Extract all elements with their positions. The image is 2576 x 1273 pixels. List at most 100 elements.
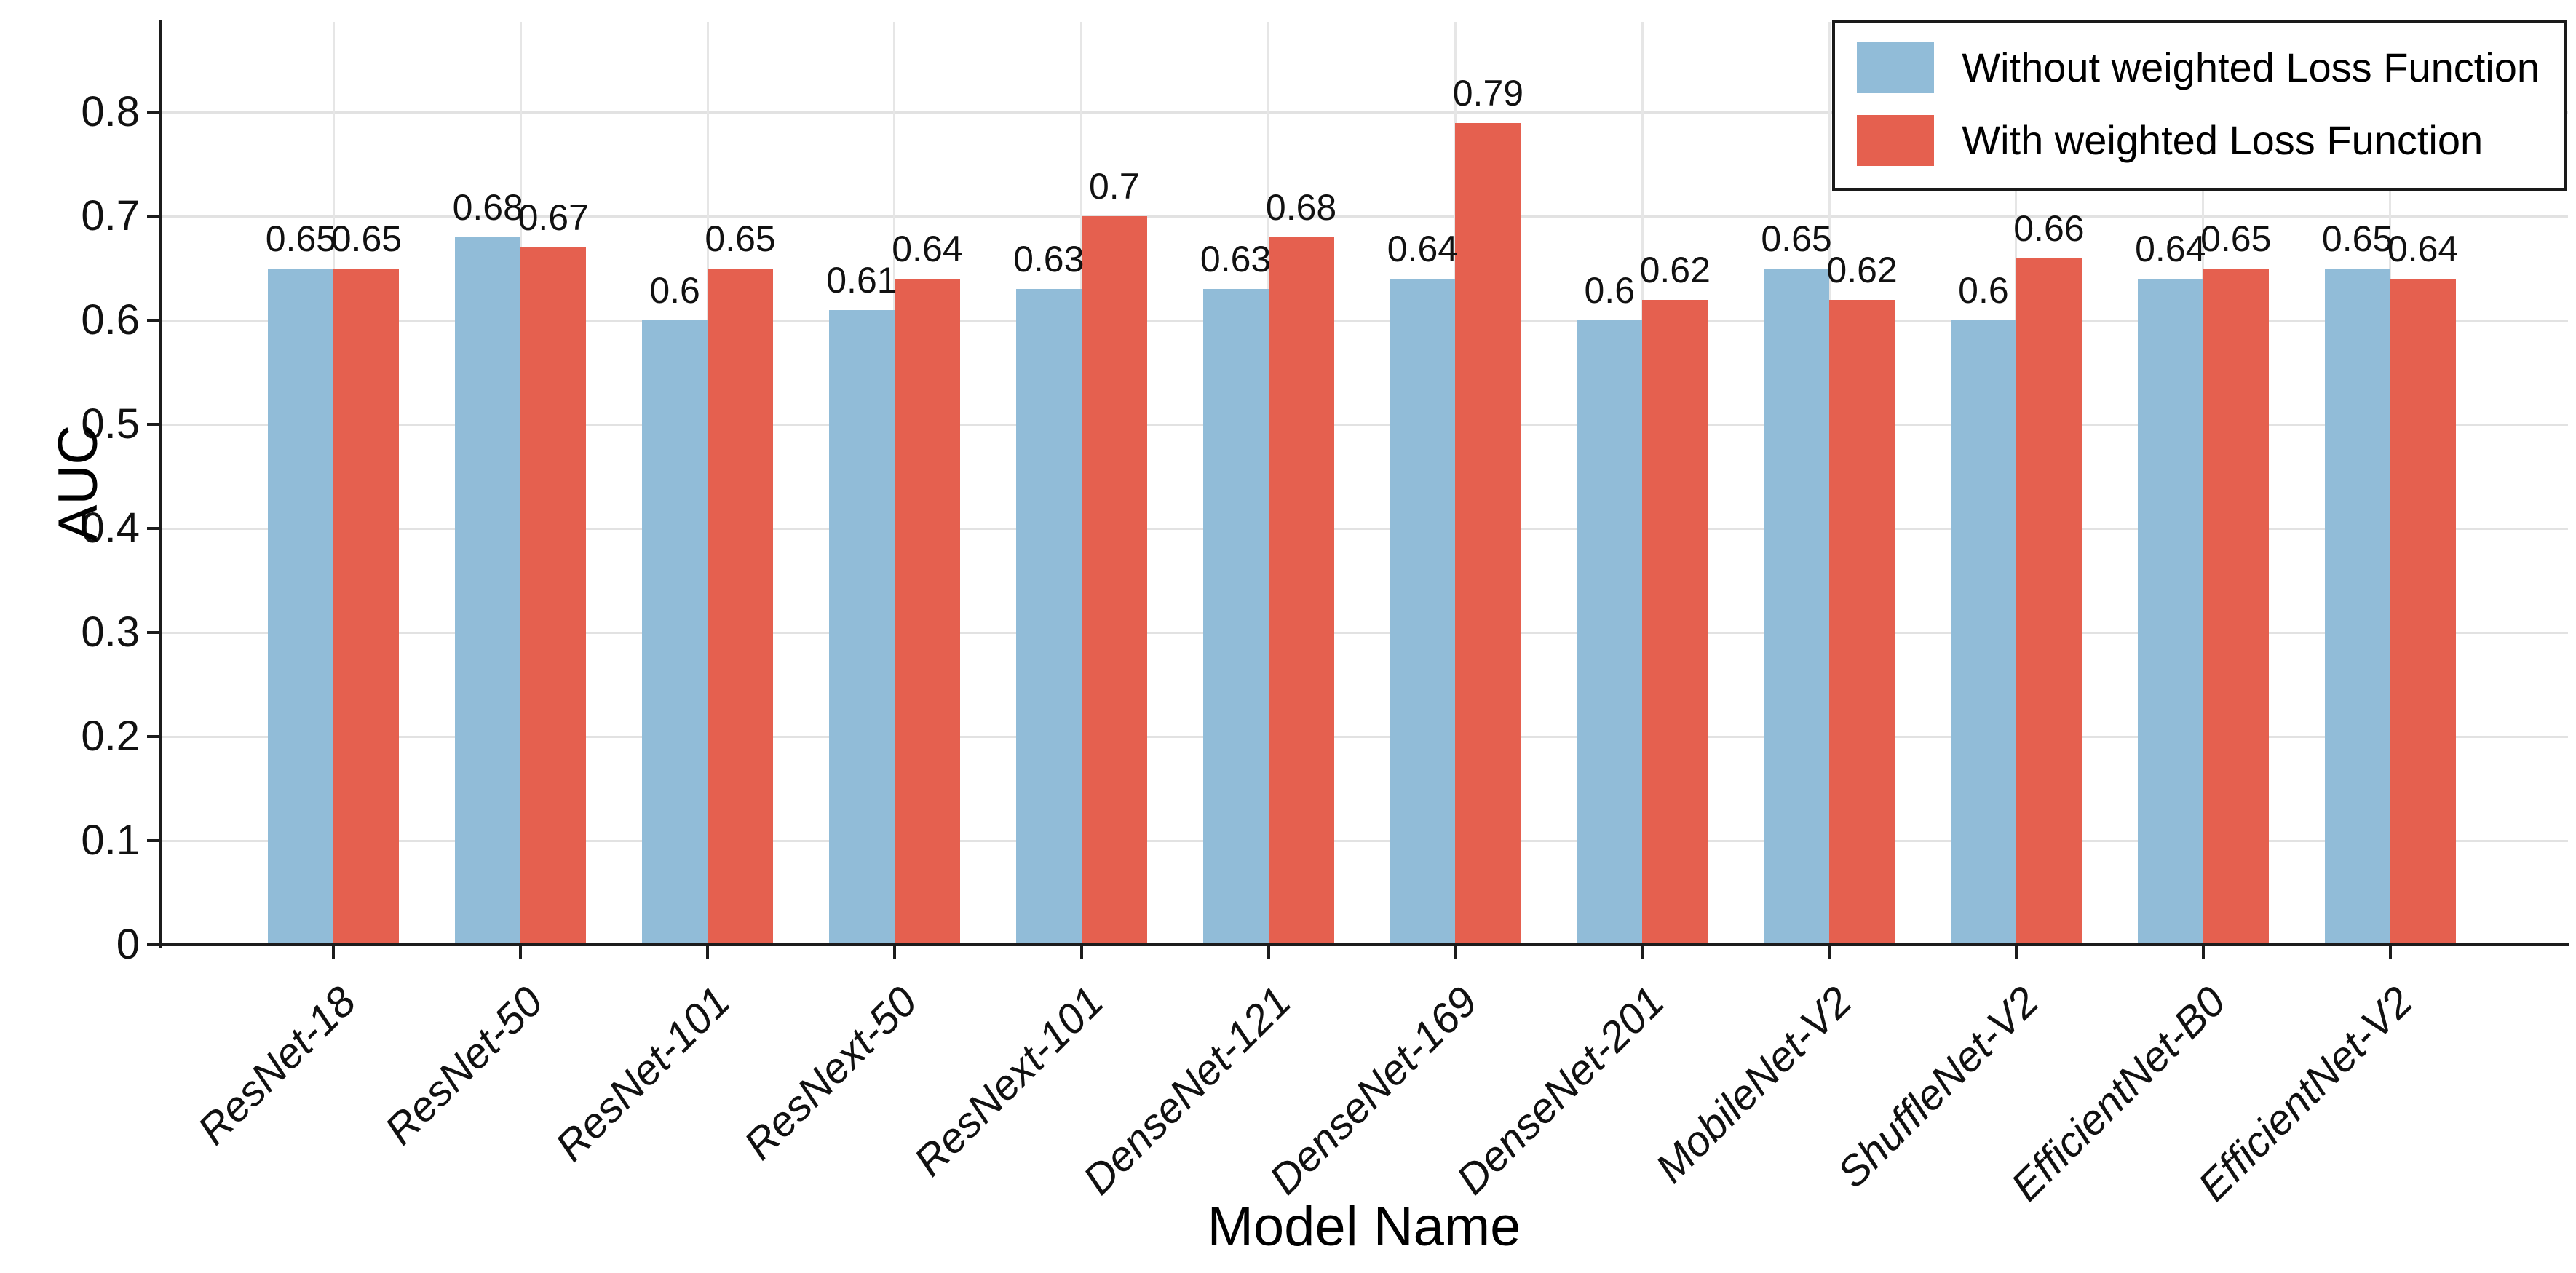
bar-value-label: 0.63 xyxy=(1200,239,1272,280)
bar-value-label: 0.64 xyxy=(2135,229,2206,270)
bar-without-weighted xyxy=(455,237,521,945)
bar-value-label: 0.68 xyxy=(452,186,523,228)
x-tick-mark xyxy=(1267,946,1270,959)
bar-with-weighted xyxy=(2390,279,2456,945)
y-tick-mark xyxy=(147,943,159,946)
x-tick-mark xyxy=(2014,946,2018,959)
bar-value-label: 0.64 xyxy=(2387,229,2459,270)
y-tick-mark xyxy=(147,215,159,218)
x-tick-label-text: ResNext-101 xyxy=(905,977,1113,1186)
legend-label: With weighted Loss Function xyxy=(1962,117,2484,164)
bar-with-weighted xyxy=(1455,122,1521,945)
bar-without-weighted xyxy=(1015,289,1082,945)
bar-without-weighted xyxy=(1202,289,1269,945)
x-tick-label-text: ShuffleNet-V2 xyxy=(1828,977,2048,1197)
bar-value-label: 0.67 xyxy=(518,197,589,239)
y-tick-label: 0.4 xyxy=(81,504,140,552)
bar-value-label: 0.64 xyxy=(892,229,963,270)
bar-value-label: 0.65 xyxy=(705,218,776,259)
legend-item-with-weighted: With weighted Loss Function xyxy=(1857,115,2540,166)
bar-value-label: 0.64 xyxy=(1387,229,1459,270)
bar-value-label: 0.6 xyxy=(649,270,700,312)
x-tick-label-text: ResNet-101 xyxy=(546,977,740,1170)
bar-value-label: 0.63 xyxy=(1013,239,1085,280)
bar-value-label: 0.65 xyxy=(2321,218,2393,259)
y-tick-label: 0 xyxy=(116,921,140,968)
x-tick-label-text: ResNext-50 xyxy=(734,977,927,1169)
bar-with-weighted xyxy=(520,247,587,945)
legend-swatch-red xyxy=(1857,115,1935,166)
x-tick-mark xyxy=(519,946,523,959)
x-tick-mark xyxy=(2201,946,2205,959)
bar-without-weighted xyxy=(1950,320,2016,945)
bar-without-weighted xyxy=(2324,268,2390,945)
y-tick-mark xyxy=(147,839,159,843)
bar-value-label: 0.7 xyxy=(1088,166,1140,207)
y-tick-label: 0.2 xyxy=(81,713,140,761)
y-tick-mark xyxy=(147,735,159,739)
x-tick-mark xyxy=(892,946,896,959)
plot-area: 0.65 0.65 0.68 0.67 0.6 0.65 0.61 0.64 0.63 0.7 0.… xyxy=(160,22,2568,945)
y-tick-mark xyxy=(147,631,159,635)
y-tick-label: 0.5 xyxy=(81,400,140,448)
bar-value-label: 0.79 xyxy=(1452,72,1524,114)
y-tick-mark xyxy=(147,111,159,114)
gridline-horizontal xyxy=(160,423,2568,426)
y-tick-label: 0.6 xyxy=(81,296,140,344)
legend-item-without-weighted: Without weighted Loss Function xyxy=(1857,42,2540,93)
y-tick-label: 0.3 xyxy=(81,608,140,657)
bar-value-label: 0.65 xyxy=(330,218,403,259)
gridline-horizontal xyxy=(160,111,2568,114)
x-tick-mark xyxy=(332,946,336,959)
x-tick-mark xyxy=(1079,946,1083,959)
bar-with-weighted xyxy=(1081,216,1147,945)
bar-value-label: 0.6 xyxy=(1584,270,1636,312)
bar-without-weighted xyxy=(828,309,895,945)
x-tick-label-text: ResNet-18 xyxy=(189,977,365,1154)
bar-with-weighted xyxy=(2203,268,2269,945)
bar-value-label: 0.65 xyxy=(2200,218,2272,259)
bar-value-label: 0.65 xyxy=(265,218,337,259)
legend: Without weighted Loss Function With weig… xyxy=(1832,20,2567,191)
gridline-horizontal xyxy=(160,839,2568,842)
bar-value-label: 0.66 xyxy=(2013,207,2085,249)
y-tick-label: 0.7 xyxy=(81,192,140,240)
bar-with-weighted xyxy=(1829,299,1895,945)
bar-value-label: 0.6 xyxy=(1958,270,2009,312)
bar-with-weighted xyxy=(2016,258,2082,945)
bar-value-label: 0.68 xyxy=(1265,186,1337,228)
bar-with-weighted xyxy=(894,279,960,945)
x-axis-line xyxy=(159,943,2569,946)
x-tick-mark xyxy=(1828,946,1831,959)
bar-with-weighted xyxy=(333,268,400,945)
bar-without-weighted xyxy=(1390,279,1456,945)
gridline-horizontal xyxy=(160,215,2568,218)
bar-without-weighted xyxy=(642,320,708,945)
y-axis-line xyxy=(159,20,162,948)
bar-with-weighted xyxy=(708,268,774,945)
x-tick-mark xyxy=(706,946,710,959)
bar-value-label: 0.62 xyxy=(1826,249,1898,290)
gridline-horizontal xyxy=(160,527,2568,530)
bar-with-weighted xyxy=(1642,299,1708,945)
bar-value-label: 0.61 xyxy=(826,259,897,301)
y-tick-mark xyxy=(147,319,159,322)
x-axis-title: Model Name xyxy=(1207,1196,1521,1258)
y-axis-title: AUC xyxy=(47,424,110,542)
y-tick-mark xyxy=(147,423,159,427)
legend-label: Without weighted Loss Function xyxy=(1962,44,2540,91)
x-tick-mark xyxy=(2388,946,2392,959)
x-tick-mark xyxy=(1454,946,1457,959)
x-tick-label-text: MobileNet-V2 xyxy=(1646,977,1861,1192)
legend-swatch-blue xyxy=(1857,42,1935,93)
y-tick-label: 0.8 xyxy=(81,88,140,136)
bar-with-weighted xyxy=(1268,237,1334,945)
x-tick-label-text: ResNet-50 xyxy=(376,977,552,1154)
gridline-horizontal xyxy=(160,631,2568,634)
bar-without-weighted xyxy=(1577,320,1643,945)
bar-value-label: 0.65 xyxy=(1761,218,1832,259)
gridline-horizontal xyxy=(160,735,2568,738)
x-tick-mark xyxy=(1641,946,1644,959)
gridline-horizontal xyxy=(160,319,2568,322)
